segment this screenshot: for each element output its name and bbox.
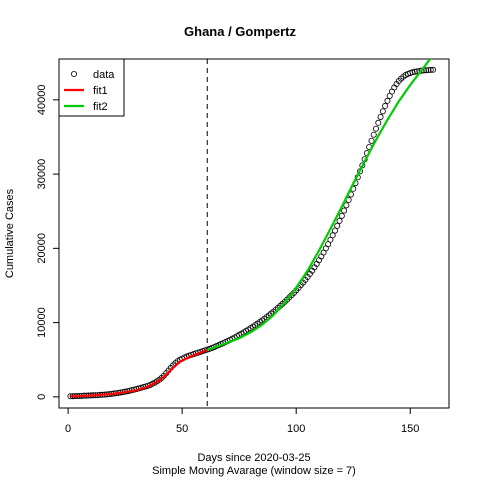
- y-axis: 0 10000 20000 30000 40000: [36, 85, 60, 400]
- x-tick-label: 150: [401, 423, 419, 435]
- legend: data fit1 fit2: [58, 58, 125, 117]
- data-point: [425, 67, 432, 74]
- data-point: [341, 207, 348, 214]
- chart-title: Ghana / Gompertz: [184, 24, 296, 39]
- legend-symbol-data: [71, 71, 78, 78]
- data-point: [375, 119, 382, 126]
- data-point: [318, 253, 325, 260]
- data-point: [379, 108, 386, 115]
- y-tick-label: 10000: [36, 307, 48, 338]
- data-point: [430, 66, 437, 73]
- legend-box: [58, 58, 125, 117]
- series-line-fit1: [70, 348, 208, 398]
- data-point: [411, 68, 418, 75]
- y-tick-label: 40000: [36, 85, 48, 116]
- x-tick-label: 0: [65, 423, 71, 435]
- legend-label-data: data: [93, 69, 115, 81]
- x-axis: 0 50 100 150: [65, 407, 419, 435]
- data-point: [338, 212, 345, 219]
- plot-content: [67, 59, 437, 408]
- data-point: [427, 66, 434, 73]
- data-point: [409, 69, 416, 76]
- y-tick-label: 30000: [36, 159, 48, 190]
- y-axis-label: Cumulative Cases: [4, 188, 16, 278]
- y-tick-label: 20000: [36, 233, 48, 264]
- data-point: [373, 125, 380, 132]
- data-point: [384, 97, 391, 104]
- data-point: [377, 113, 384, 120]
- y-tick-label: 0: [36, 394, 48, 400]
- x-tick-label: 50: [176, 423, 188, 435]
- data-point: [336, 217, 343, 224]
- data-point: [370, 131, 377, 138]
- data-point: [418, 67, 425, 74]
- data-point: [329, 232, 336, 239]
- series-line-fit2: [206, 59, 432, 352]
- data-point: [368, 137, 375, 144]
- x-axis-sublabel: Simple Moving Avarage (window size = 7): [152, 465, 356, 477]
- data-point: [334, 222, 341, 229]
- x-tick-label: 100: [287, 423, 305, 435]
- data-point: [343, 202, 350, 209]
- data-point: [331, 227, 338, 234]
- legend-label-fit2: fit2: [93, 101, 108, 113]
- x-axis-label: Days since 2020-03-25: [197, 452, 310, 464]
- data-point: [423, 67, 430, 74]
- data-point: [382, 102, 389, 109]
- legend-label-fit1: fit1: [93, 85, 108, 97]
